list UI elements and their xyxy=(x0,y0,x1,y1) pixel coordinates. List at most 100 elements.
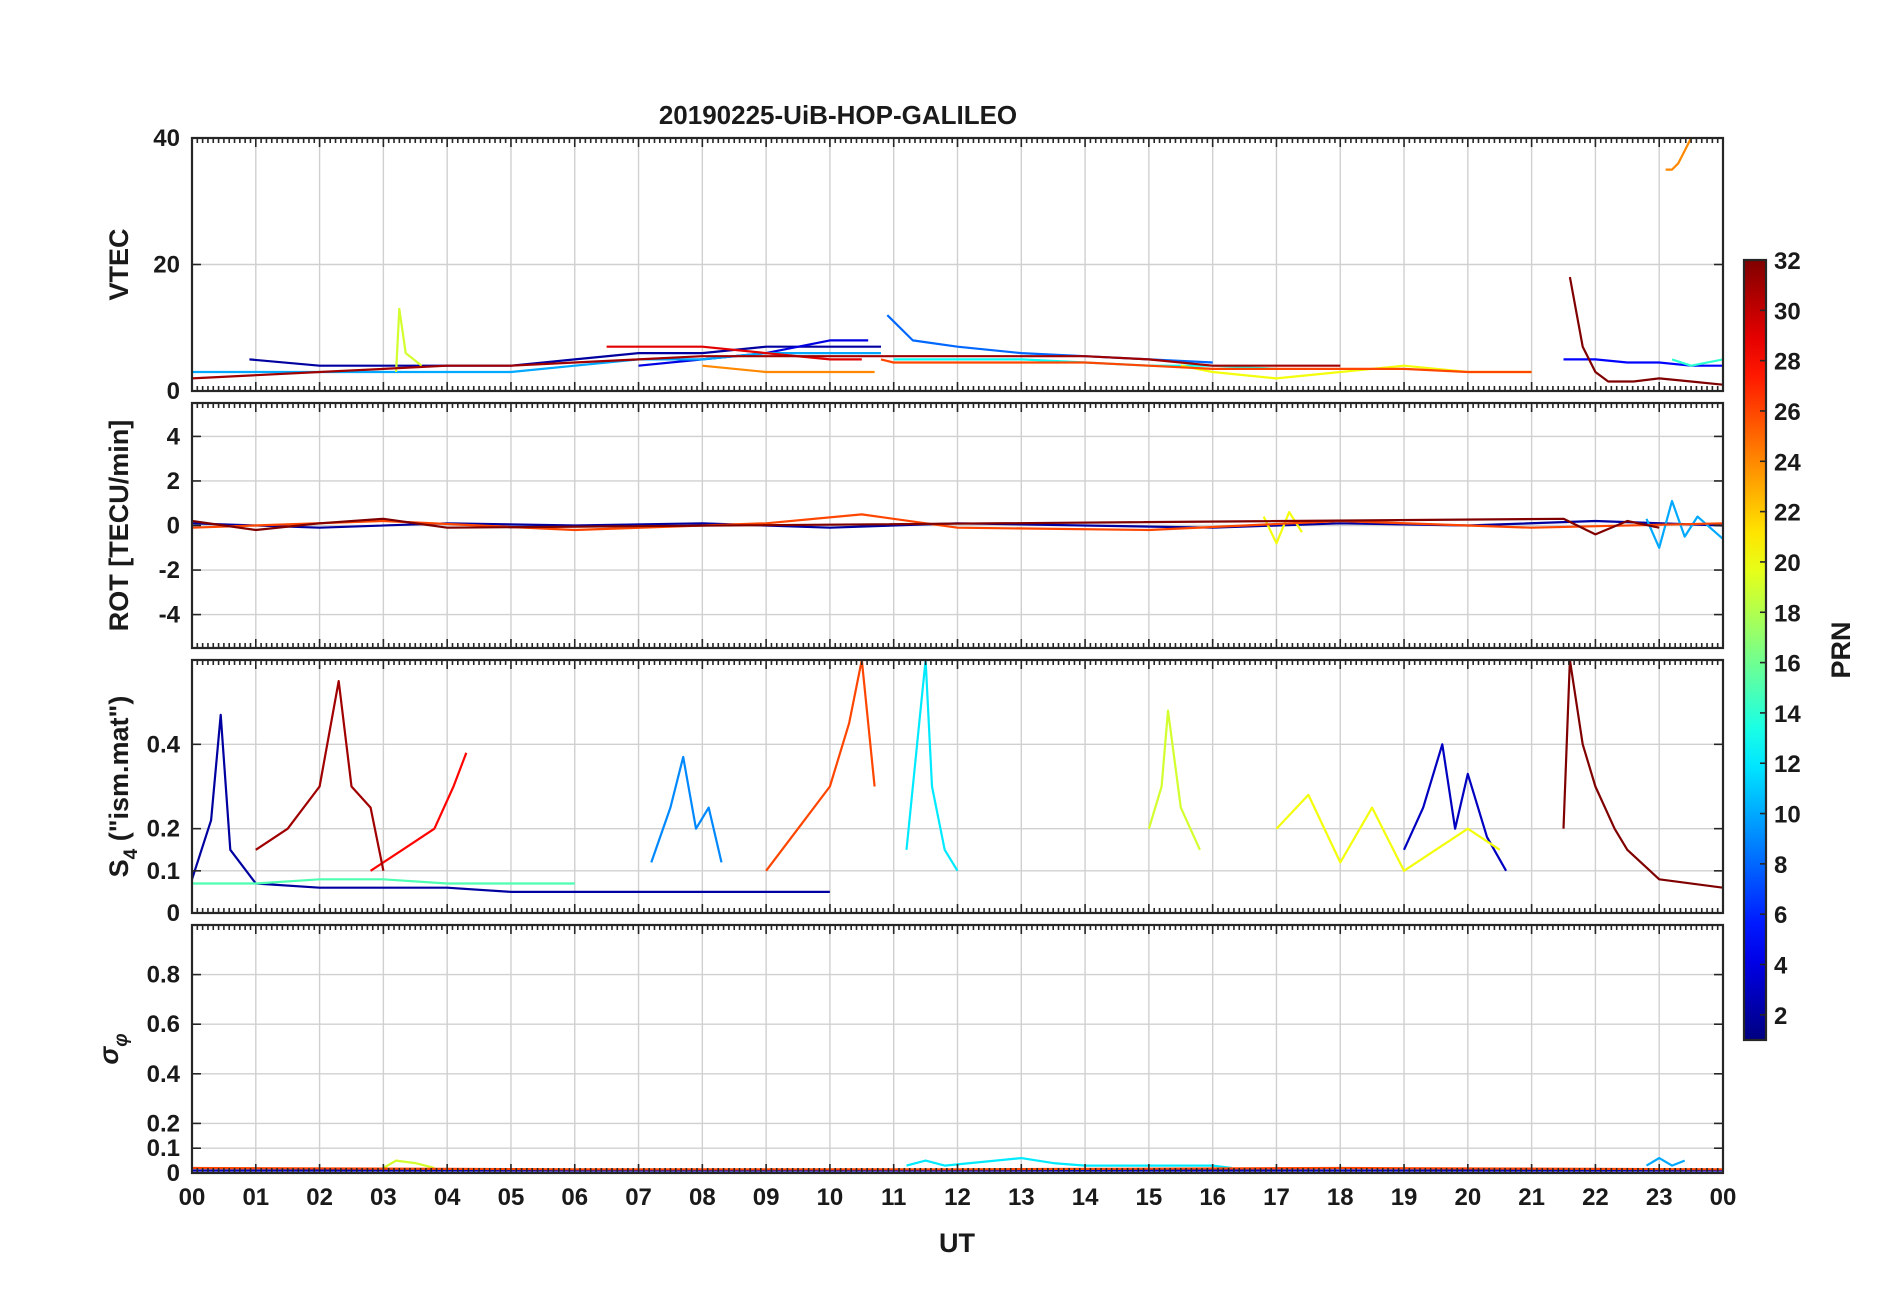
panel-sigma: 00.10.2 0.4 0.6 0.8 00 01 02 03 04 05 06 07 08 09 10 11… xyxy=(94,923,1737,1211)
series-line-prn-31 xyxy=(192,355,1341,380)
x-tick-label: 16 xyxy=(1199,1184,1226,1211)
y-tick-label: 0 xyxy=(167,1160,180,1187)
y-tick-label: 0.4 xyxy=(147,731,181,758)
y-tick-label: 0.6 xyxy=(147,1011,180,1038)
colorbar-tick-label: 12 xyxy=(1774,751,1801,778)
y-label-base: σ xyxy=(94,1046,124,1065)
x-tick-label: 14 xyxy=(1072,1184,1099,1211)
series-line-prn-26 xyxy=(880,358,1532,374)
grid-sigma xyxy=(192,925,1723,1173)
ticks-vtec: 0 20 40 xyxy=(153,125,1724,405)
series-line-prn-19 xyxy=(382,1159,435,1170)
x-tick-label: 11 xyxy=(881,1184,906,1211)
x-tick-label: 03 xyxy=(370,1184,397,1211)
y-axis-label-rot: ROT [TECU/min] xyxy=(104,420,134,631)
y-tick-label: 0.2 xyxy=(147,1110,180,1137)
y-axis-label-s4: S4 ("ism.mat") xyxy=(104,696,142,878)
series-line-prn-20 xyxy=(1262,511,1303,545)
series-line-prn-24 xyxy=(702,364,875,374)
panel-rot: -4 -2 0 2 4 ROT [TECU/min] xyxy=(104,401,1725,650)
series-line-prn-19 xyxy=(395,307,423,373)
y-axis-label-sigma: σφ xyxy=(94,1033,132,1064)
y-tick-label: 20 xyxy=(153,252,180,279)
series-line-prn-31 xyxy=(255,680,385,872)
x-tick-label: 23 xyxy=(1646,1184,1673,1211)
x-tick-label: 05 xyxy=(498,1184,525,1211)
colorbar-gradient xyxy=(1744,260,1766,1040)
x-tick-label: 02 xyxy=(306,1184,333,1211)
x-tick-label: 07 xyxy=(625,1184,652,1211)
colorbar-tick-label: 24 xyxy=(1774,449,1801,476)
x-tick-label: 19 xyxy=(1391,1184,1418,1211)
series-line-prn-32 xyxy=(1568,276,1723,386)
y-tick-label: 0.1 xyxy=(147,1135,180,1162)
x-tick-label: 10 xyxy=(817,1184,844,1211)
colorbar-tick-label: 30 xyxy=(1774,298,1801,325)
colorbar-tick-label: 6 xyxy=(1774,902,1787,929)
x-tick-label: 00 xyxy=(179,1184,206,1211)
x-tick-label: 15 xyxy=(1136,1184,1163,1211)
y-tick-label: 4 xyxy=(167,423,181,450)
y-axis-label-vtec: VTEC xyxy=(104,228,134,300)
y-tick-label: 0 xyxy=(167,900,180,927)
x-tick-label: 17 xyxy=(1263,1184,1290,1211)
y-label-rest: ("ism.mat") xyxy=(104,696,134,849)
series-line-prn-10 xyxy=(1645,1157,1686,1167)
series-line-prn-9 xyxy=(650,755,723,863)
x-tick-label: 01 xyxy=(242,1184,269,1211)
y-tick-label: 0.2 xyxy=(147,816,180,843)
y-tick-label: -4 xyxy=(159,602,181,629)
series-line-prn-3 xyxy=(1402,743,1508,872)
colorbar-tick-label: 10 xyxy=(1774,802,1801,829)
x-tick-label: 00 xyxy=(1710,1184,1737,1211)
y-tick-label: 0.1 xyxy=(147,858,180,885)
y-tick-label: 0 xyxy=(167,513,180,540)
ticks-sigma: 00.10.2 0.4 0.6 0.8 00 01 02 03 04 05 06 07 08 09 10 11… xyxy=(147,925,1737,1211)
panel-vtec: 0 20 40 VTEC xyxy=(104,125,1725,405)
y-tick-label: 0.4 xyxy=(147,1061,181,1088)
series-line-prn-12 xyxy=(905,660,959,872)
x-axis-label: UT xyxy=(939,1228,975,1258)
ticks-rot: -4 -2 0 2 4 xyxy=(159,403,1724,648)
x-tick-label: 09 xyxy=(753,1184,780,1211)
series-line-prn-26 xyxy=(765,660,876,872)
x-tick-label: 06 xyxy=(561,1184,588,1211)
y-tick-label: -2 xyxy=(159,557,180,584)
colorbar-tick-label: 22 xyxy=(1774,500,1801,527)
series-vtec xyxy=(192,138,1723,386)
series-line-prn-29 xyxy=(606,345,862,361)
x-tick-label: 13 xyxy=(1008,1184,1035,1211)
grid-vtec xyxy=(192,138,1723,391)
x-tick-label: 08 xyxy=(689,1184,716,1211)
series-line-prn-2 xyxy=(192,713,830,893)
colorbar-tick-label: 18 xyxy=(1774,600,1801,627)
colorbar-tick-label: 2 xyxy=(1774,1003,1787,1030)
series-line-prn-10 xyxy=(1645,499,1723,549)
y-tick-label: 2 xyxy=(167,468,180,495)
series-line-prn-15 xyxy=(192,878,575,885)
series-line-prn-14 xyxy=(1671,358,1723,367)
colorbar-tick-label: 32 xyxy=(1774,248,1801,275)
x-tick-label: 04 xyxy=(434,1184,461,1211)
colorbar-frame xyxy=(1742,258,1768,1042)
y-tick-label: 0 xyxy=(167,378,180,405)
y-tick-label: 0.8 xyxy=(147,962,180,989)
series-line-prn-12 xyxy=(906,1157,1232,1170)
series-line-prn-24 xyxy=(1665,138,1693,171)
ticks-s4: 0 0.1 0.2 0.4 xyxy=(147,660,1724,927)
series-line-prn-20 xyxy=(1275,793,1501,872)
colorbar-tick-label: 16 xyxy=(1774,651,1801,678)
grid-rot xyxy=(192,403,1723,648)
series-line-prn-28 xyxy=(369,752,468,872)
x-tick-label: 12 xyxy=(944,1184,971,1211)
colorbar-tick-label: 8 xyxy=(1774,852,1787,879)
y-label-subscript: φ xyxy=(111,1033,132,1046)
panel-s4: 0 0.1 0.2 0.4S4 ("ism.mat") xyxy=(104,658,1725,927)
x-tick-label: 22 xyxy=(1582,1184,1609,1211)
colorbar-tick-label: 14 xyxy=(1774,701,1801,728)
x-tick-label: 20 xyxy=(1454,1184,1481,1211)
